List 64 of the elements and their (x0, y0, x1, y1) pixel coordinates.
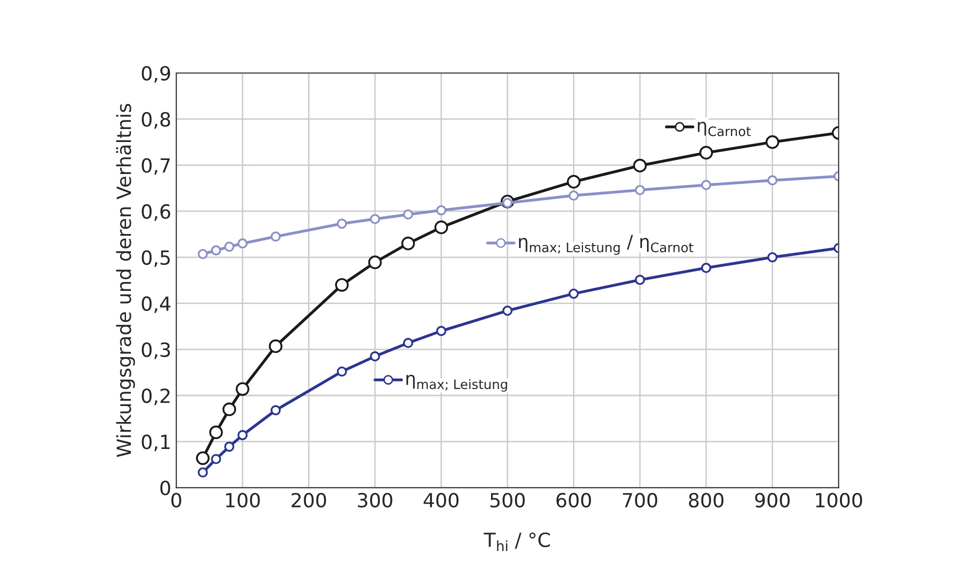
x-tick-label: 300 (358, 492, 392, 508)
y-tick-label: 0,2 (142, 388, 170, 406)
x-tick-label: 500 (490, 492, 525, 508)
point (196, 451, 210, 465)
point (370, 351, 380, 362)
point (270, 405, 281, 416)
point (222, 402, 236, 416)
point (403, 338, 414, 348)
point (237, 238, 248, 249)
x-tick-label: 400 (424, 492, 459, 508)
point (767, 175, 778, 186)
y-tick-label: 0,4 (142, 296, 170, 314)
point (568, 288, 579, 299)
point (502, 306, 513, 316)
point (336, 366, 347, 377)
point (237, 430, 248, 440)
point (336, 218, 347, 229)
y-tick-label: 0,6 (142, 204, 170, 221)
point (210, 454, 222, 464)
point (210, 245, 222, 256)
point (198, 248, 208, 260)
point (198, 467, 208, 478)
y-tick-label: 0,7 (142, 158, 170, 175)
point (436, 326, 446, 336)
y-axis-title: Wirkungsgrade und deren Verhältnis (116, 104, 135, 458)
y-tick-label: 0,8 (142, 112, 170, 129)
point (368, 256, 382, 270)
point (270, 231, 281, 242)
legend-label: ηCarnot (698, 122, 751, 136)
point (224, 442, 234, 452)
point (766, 135, 780, 149)
point (634, 274, 646, 285)
point (401, 236, 415, 250)
point (634, 184, 646, 196)
y-tick-label: 0,9 (142, 66, 170, 83)
x-tick-label: 0 (171, 492, 182, 508)
x-tick-label: 900 (755, 492, 790, 508)
point (268, 339, 282, 354)
point (370, 214, 380, 224)
x-tick-label: 1000 (816, 492, 862, 508)
point (566, 174, 581, 189)
x-tick-label: 600 (556, 492, 591, 508)
y-tick-label: 0,3 (142, 342, 170, 360)
y-tick-label: 0,5 (142, 250, 170, 267)
point (434, 220, 448, 234)
y-tick-label: 0 (160, 480, 170, 496)
point (335, 278, 349, 292)
point (701, 180, 712, 190)
point (502, 198, 513, 208)
point (767, 252, 778, 262)
x-tick-label: 100 (226, 492, 260, 508)
point (701, 262, 712, 273)
point (436, 205, 446, 216)
point (403, 209, 414, 220)
x-tick-label: 200 (292, 492, 326, 508)
point (224, 242, 234, 252)
x-tick-label: 800 (688, 492, 724, 508)
y-tick-label: 0,1 (142, 434, 170, 452)
point (633, 158, 647, 172)
point (209, 426, 223, 440)
x-tick-label: 700 (622, 492, 658, 508)
point (568, 190, 579, 201)
point (699, 146, 713, 160)
point (236, 382, 250, 396)
